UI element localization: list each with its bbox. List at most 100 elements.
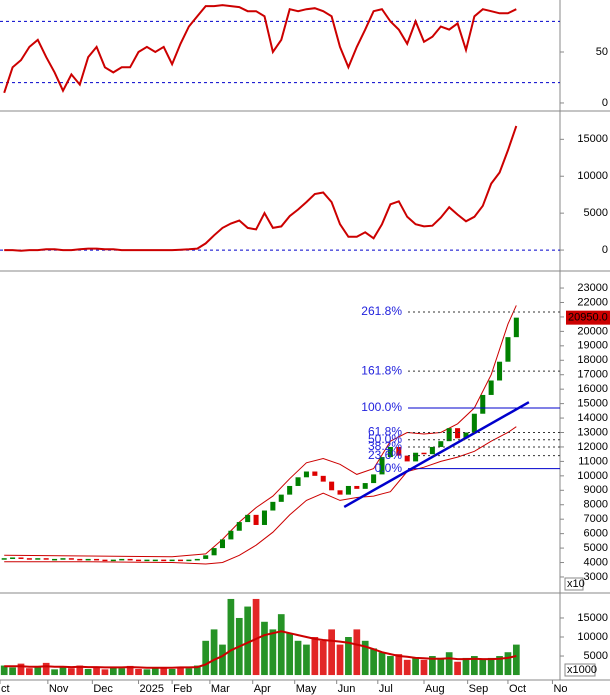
volume-bar <box>445 652 453 676</box>
volume-bar <box>227 598 235 676</box>
volume-bar <box>68 668 75 676</box>
candle <box>446 428 452 442</box>
volume-bar <box>387 656 394 676</box>
x-tick-label: Dec <box>93 683 113 695</box>
volume-bar <box>286 633 294 676</box>
y-tick-label: 19000 <box>577 340 608 352</box>
volume-bar <box>244 606 252 676</box>
candle <box>60 558 66 560</box>
y-tick-label: 5000 <box>584 542 608 554</box>
volume-bar <box>496 656 503 676</box>
candle <box>219 539 226 549</box>
x-tick-label: Apr <box>254 683 271 695</box>
y-tick-label: 14000 <box>577 412 608 424</box>
candle <box>303 471 309 478</box>
y-tick-label: 11000 <box>578 455 608 467</box>
unit-label: x10 <box>567 578 585 590</box>
candle <box>203 555 209 559</box>
volume-bar <box>328 629 335 676</box>
y-tick-label: 16000 <box>577 383 608 395</box>
volume-bar <box>303 644 310 676</box>
volume-bar <box>512 644 520 676</box>
x-tick-label: Nov <box>49 683 69 695</box>
volume-bar <box>202 640 210 676</box>
candle <box>371 474 377 484</box>
candle <box>387 446 393 458</box>
candle <box>161 559 167 562</box>
indicator-line <box>3 4 517 94</box>
candle <box>77 558 83 561</box>
y-tick-label: 0 <box>602 97 608 109</box>
candle <box>35 558 41 560</box>
candle <box>488 380 494 395</box>
candle <box>354 485 360 489</box>
candle <box>295 477 301 486</box>
volume-bar <box>193 665 201 676</box>
volume-bar <box>76 665 84 676</box>
y-tick-label: 7000 <box>584 513 608 525</box>
y-tick-label: 0 <box>602 244 608 256</box>
last-price-label: 20950.0 <box>568 312 608 324</box>
volume-bar <box>412 657 419 676</box>
volume-bar <box>177 666 184 676</box>
y-tick-label: 5000 <box>584 207 608 219</box>
y-tick-label: 12000 <box>577 441 608 453</box>
volume-ma <box>4 630 517 669</box>
volume-bar <box>378 652 386 676</box>
volume-bar <box>395 654 403 676</box>
x-tick-label: Feb <box>173 683 192 695</box>
y-tick-label: 15000 <box>577 398 608 410</box>
candle <box>169 559 175 562</box>
candle <box>211 548 217 556</box>
volume-bar <box>361 640 369 676</box>
volume-bar <box>454 661 461 676</box>
fib-label: 50.0% <box>368 432 402 446</box>
y-tick-label: 22000 <box>577 296 608 308</box>
candle <box>52 558 58 561</box>
candle <box>345 485 351 495</box>
x-tick-label: ct <box>1 683 10 695</box>
y-tick-label: 3000 <box>584 571 608 583</box>
volume-bar <box>84 668 92 676</box>
candle <box>396 446 402 456</box>
candle <box>261 510 267 525</box>
x-tick-label: 2025 <box>140 683 164 695</box>
volume-bar <box>345 637 352 676</box>
volume-bar <box>403 659 411 676</box>
indicator-line <box>4 125 518 252</box>
volume-bar <box>93 667 100 676</box>
candle <box>68 558 74 560</box>
y-tick-label: 10000 <box>577 631 608 643</box>
candle <box>127 558 133 561</box>
candle <box>26 558 32 560</box>
candle <box>18 557 24 559</box>
candle <box>404 455 410 462</box>
candle <box>329 481 335 491</box>
volume-bar <box>219 644 226 676</box>
volume-bar <box>51 669 58 676</box>
y-tick-label: 13000 <box>577 426 608 438</box>
x-tick-label: No <box>553 683 567 695</box>
candle <box>245 514 251 523</box>
candle <box>270 501 276 511</box>
volume-bar <box>17 663 25 676</box>
candle <box>102 559 108 562</box>
candle <box>463 432 469 439</box>
volume-bar <box>487 657 495 676</box>
candle <box>110 559 116 562</box>
candle <box>186 559 192 562</box>
y-tick-label: 23000 <box>577 282 608 294</box>
y-tick-label: 10000 <box>577 470 608 482</box>
volume-bar <box>462 657 470 676</box>
volume-bar <box>336 644 344 676</box>
unit-box <box>564 663 596 677</box>
candle <box>421 452 427 455</box>
fib-label: 61.8% <box>368 425 402 439</box>
candle <box>480 394 486 414</box>
fib-label: 0.0% <box>375 461 403 475</box>
candle <box>471 413 477 433</box>
x-tick-label: Sep <box>469 683 489 695</box>
volume-bar <box>210 629 218 676</box>
volume-bar <box>59 667 67 676</box>
